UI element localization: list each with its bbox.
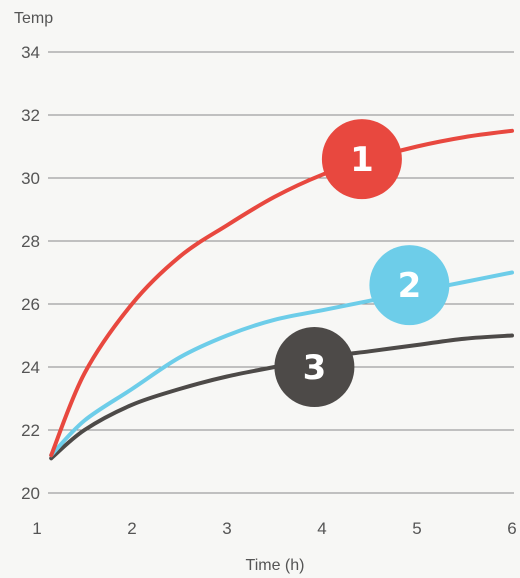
y-tick-label: 30 (21, 169, 40, 188)
series-badges: 1 2 3 (274, 119, 450, 407)
y-tick-label: 22 (21, 421, 40, 440)
y-tick-label: 28 (21, 232, 40, 251)
y-tick-label: 32 (21, 106, 40, 125)
badge-circle (274, 327, 355, 407)
series-badge-3: 3 (274, 327, 355, 407)
x-tick-label: 3 (222, 519, 231, 538)
x-tick-labels: 1 2 3 4 5 6 (32, 519, 516, 538)
series-badge-2: 2 (369, 245, 450, 326)
y-tick-label: 26 (21, 295, 40, 314)
y-tick-label: 34 (21, 43, 40, 62)
x-tick-label: 2 (127, 519, 136, 538)
x-tick-label: 1 (32, 519, 41, 538)
x-tick-label: 4 (317, 519, 326, 538)
x-tick-label: 6 (507, 519, 516, 538)
badge-circle (321, 119, 402, 200)
x-axis-title: Time (h) (246, 557, 305, 574)
y-tick-label: 24 (21, 358, 40, 377)
x-tick-label: 5 (412, 519, 421, 538)
series-line-1 (49, 128, 514, 458)
badge-label: 2 (398, 266, 422, 306)
y-tick-label: 20 (21, 484, 40, 503)
badge-label: 3 (303, 348, 327, 388)
y-axis-title: Temp (14, 10, 53, 27)
series-badge-1: 1 (321, 119, 402, 200)
y-tick-labels: 20 22 24 26 28 30 32 34 (21, 43, 40, 503)
badge-label: 1 (350, 140, 374, 180)
badge-circle (369, 245, 450, 326)
